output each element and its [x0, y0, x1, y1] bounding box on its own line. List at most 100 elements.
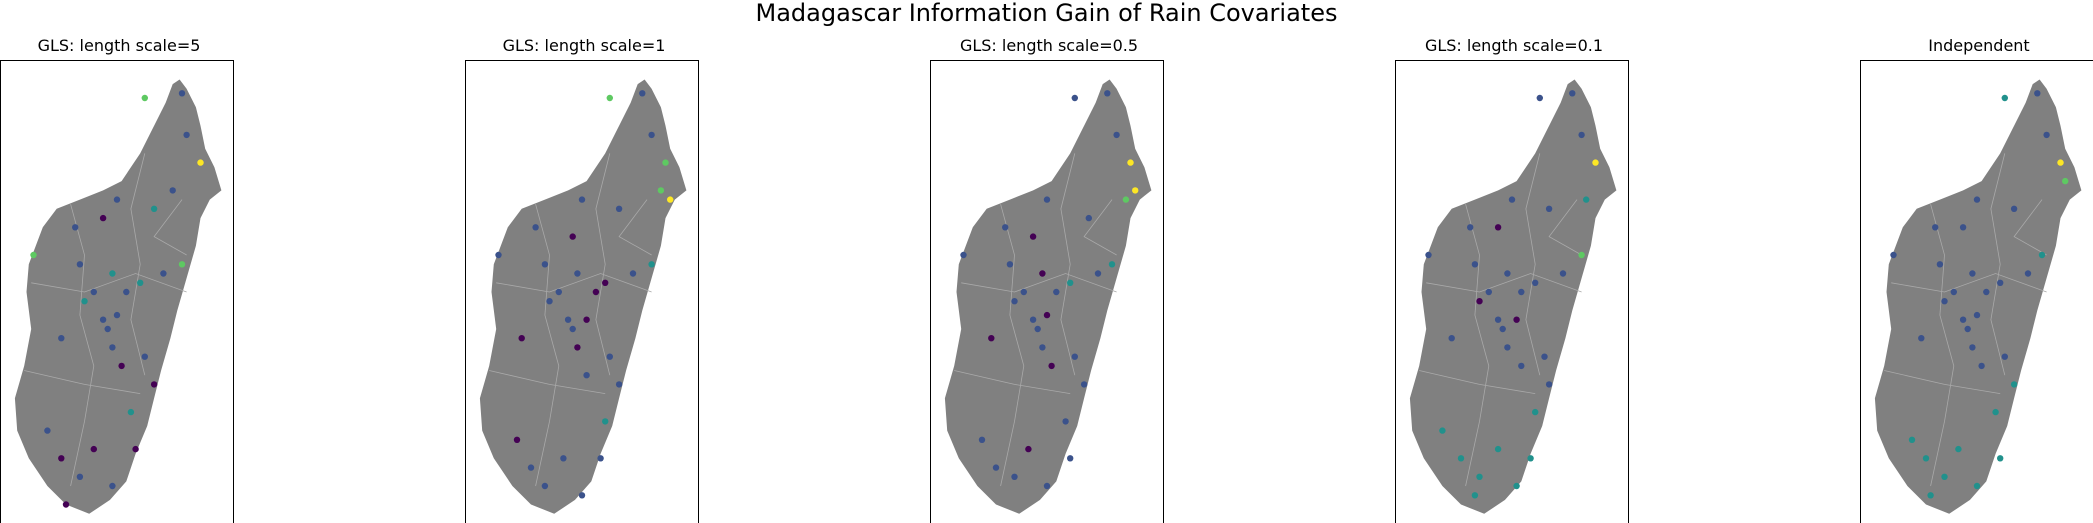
station-point [518, 335, 525, 342]
station-point [113, 196, 121, 203]
station-point [1583, 196, 1590, 203]
station-point [1964, 325, 1971, 333]
station-point [1080, 381, 1088, 388]
panel-title-3: GLS: length scale=0.5 [959, 36, 1139, 55]
region-border [595, 153, 611, 376]
map-panel-1 [0, 60, 234, 523]
station-point [602, 279, 609, 286]
station-point [574, 344, 581, 351]
station-point [2001, 353, 2008, 360]
station-point [527, 464, 535, 471]
station-point [90, 445, 98, 453]
station-point [574, 270, 581, 277]
station-point [118, 362, 125, 370]
station-point [1011, 473, 1018, 480]
station-point [1020, 288, 1027, 296]
station-point [1043, 482, 1051, 490]
panel-title-2: GLS: length scale=1 [502, 36, 666, 55]
station-point [1025, 445, 1032, 453]
region-border [1930, 204, 1955, 487]
station-point [578, 196, 586, 203]
map-panel-3 [930, 60, 1164, 523]
station-point [1978, 362, 1985, 370]
station-point [1043, 311, 1051, 319]
station-point [606, 353, 613, 360]
station-point [532, 224, 539, 231]
station-point [2024, 270, 2032, 277]
station-point [1476, 473, 1483, 480]
station-point [1997, 279, 2004, 286]
station-point [602, 418, 609, 425]
station-point [99, 316, 107, 323]
station-point [1043, 196, 1051, 203]
region-border [496, 273, 652, 293]
panel-title-5: Independent [1928, 36, 2030, 55]
station-point [2057, 159, 2064, 166]
station-point [1494, 316, 1502, 323]
station-point [1425, 251, 1432, 259]
map-panel-5 [1860, 60, 2093, 523]
region-border [1548, 199, 1582, 256]
station-point [1062, 418, 1069, 425]
station-point [1959, 224, 1967, 231]
station-point [123, 288, 130, 296]
station-point [1006, 261, 1014, 268]
station-point [1969, 270, 1976, 277]
station-point [1527, 455, 1534, 462]
station-point [578, 492, 586, 499]
station-point [109, 482, 116, 490]
map-svg [479, 79, 687, 514]
station-point [1122, 196, 1130, 203]
station-point [109, 270, 116, 277]
station-point [62, 501, 70, 508]
station-point [1578, 251, 1585, 259]
station-point [560, 455, 567, 462]
station-point [2010, 205, 2018, 212]
station-point [639, 90, 646, 97]
station-point [137, 279, 144, 286]
station-point [1508, 196, 1516, 203]
region-border [961, 273, 1117, 293]
station-point [169, 187, 176, 194]
station-point [197, 159, 204, 166]
station-point [58, 455, 65, 462]
map-svg [944, 79, 1152, 514]
madagascar-landmass [944, 79, 1152, 514]
station-point [81, 298, 88, 305]
region-border [1990, 153, 2006, 376]
station-point [1067, 279, 1074, 286]
madagascar-landmass [479, 79, 687, 514]
station-point [546, 298, 553, 305]
station-point [1011, 298, 1018, 305]
station-point [99, 214, 107, 222]
station-point [1559, 270, 1567, 277]
station-point [1532, 279, 1539, 286]
station-point [150, 205, 158, 212]
station-point [1918, 335, 1925, 342]
region-border [70, 204, 95, 487]
station-point [615, 205, 623, 212]
station-point [178, 90, 186, 97]
station-point [1927, 492, 1934, 499]
station-point [1518, 362, 1525, 370]
station-point [2034, 90, 2041, 97]
region-border [130, 153, 146, 376]
station-point [569, 325, 576, 333]
station-point [1039, 344, 1046, 351]
station-point [1992, 408, 1999, 416]
station-point [1504, 344, 1511, 351]
station-point [113, 311, 121, 319]
region-border [535, 204, 560, 487]
station-point [1973, 311, 1981, 319]
region-border [954, 370, 1071, 394]
region-border [1465, 204, 1490, 487]
station-point [583, 316, 590, 323]
station-point [606, 94, 613, 102]
station-point [183, 131, 190, 139]
station-point [1969, 344, 1976, 351]
station-point [1936, 261, 1944, 268]
station-point [1578, 131, 1585, 139]
station-point [141, 353, 148, 360]
map-svg [1874, 79, 2082, 514]
panel-title-4: GLS: length scale=0.1 [1424, 36, 1604, 55]
